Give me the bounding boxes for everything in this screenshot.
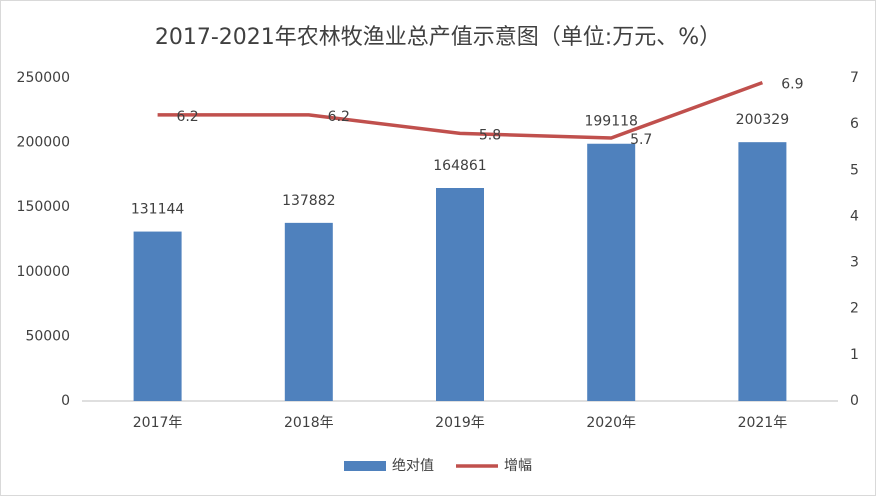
bar — [133, 231, 182, 401]
x-tick-label: 2021年 — [738, 415, 788, 431]
y-tick-label: 150000 — [17, 199, 70, 215]
y-tick-label: 250000 — [17, 70, 70, 86]
line-value-label: 5.8 — [479, 127, 501, 143]
x-tick-label: 2018年 — [284, 415, 334, 431]
y-tick-label: 200000 — [17, 135, 70, 151]
legend-swatch — [344, 461, 386, 471]
bar — [436, 187, 484, 401]
bar-value-label: 164861 — [433, 158, 486, 174]
x-tick-label: 2019年 — [435, 415, 485, 431]
x-tick-label: 2020年 — [586, 415, 636, 431]
bar-value-label: 199118 — [584, 114, 637, 130]
bar-value-label: 200329 — [736, 112, 789, 128]
line-value-label: 5.7 — [630, 132, 652, 148]
bar — [284, 222, 333, 401]
y2-tick-label: 1 — [850, 347, 859, 363]
legend-label: 绝对值 — [392, 458, 434, 474]
x-tick-label: 2017年 — [133, 415, 183, 431]
bar — [738, 142, 787, 401]
line-value-label: 6.2 — [176, 109, 198, 125]
bar — [587, 143, 636, 401]
y2-tick-label: 4 — [850, 208, 859, 224]
y2-tick-label: 6 — [850, 116, 859, 132]
bar-value-label: 131144 — [131, 202, 185, 218]
bar-value-label: 137882 — [282, 193, 335, 209]
y-tick-label: 100000 — [17, 264, 70, 280]
line-value-label: 6.9 — [781, 77, 803, 93]
y-tick-label: 50000 — [25, 328, 70, 344]
y2-tick-label: 3 — [850, 255, 859, 271]
y2-tick-label: 2 — [850, 301, 859, 317]
y2-tick-label: 5 — [850, 162, 859, 178]
legend-label: 增幅 — [504, 458, 532, 474]
y2-tick-label: 0 — [850, 393, 859, 409]
line-value-label: 6.2 — [328, 109, 350, 125]
y2-tick-label: 7 — [850, 70, 859, 86]
line — [157, 80, 764, 140]
y-tick-label: 0 — [61, 393, 70, 409]
chart-title: 2017-2021年农林牧渔业总产值示意图（单位:万元、%） — [155, 25, 721, 50]
